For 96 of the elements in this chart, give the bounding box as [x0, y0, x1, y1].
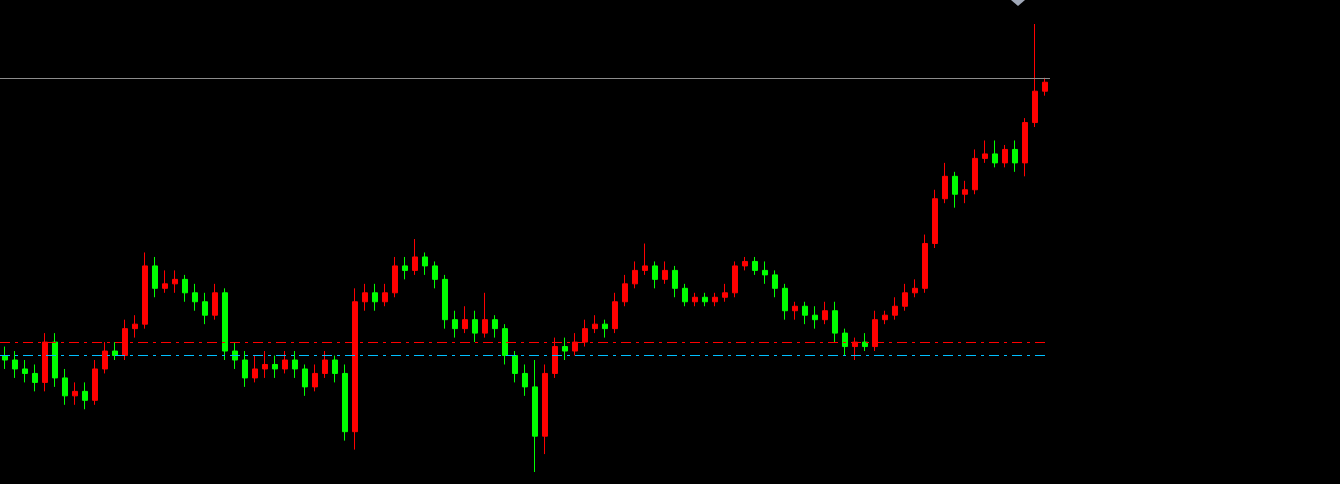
candlestick [182, 274, 188, 303]
candlestick [382, 283, 388, 307]
candlestick [672, 265, 678, 298]
candlestick [392, 256, 398, 298]
candlestick [802, 301, 808, 325]
candlestick [772, 269, 778, 298]
candlestick [322, 350, 328, 379]
candlestick [892, 296, 898, 321]
candlestick [692, 292, 698, 307]
candlestick [1012, 139, 1018, 173]
candlestick [472, 310, 478, 343]
candlestick [922, 234, 928, 294]
candlestick [882, 310, 888, 325]
candlestick [222, 287, 228, 361]
candlestick [112, 341, 118, 361]
candlestick [652, 260, 658, 289]
candlestick [622, 274, 628, 307]
candlestick [722, 283, 728, 303]
candlestick [812, 305, 818, 330]
candlestick [242, 350, 248, 388]
candlestick [612, 292, 618, 334]
candlestick [402, 256, 408, 280]
candlestick [752, 256, 758, 276]
candlestick [172, 269, 178, 294]
candlestick [792, 301, 798, 321]
candlestick [902, 283, 908, 312]
candlestick [72, 381, 78, 406]
candlestick [492, 314, 498, 339]
candlestick [422, 251, 428, 276]
candlestick [532, 359, 538, 473]
candlestick [462, 305, 468, 334]
candlestick [822, 301, 828, 325]
candlestick [942, 162, 948, 204]
candlestick [162, 269, 168, 294]
candlestick [522, 363, 528, 397]
candlestick [92, 359, 98, 406]
candlestick [602, 319, 608, 339]
candlestick [912, 278, 918, 298]
candlestick [252, 355, 258, 383]
candlestick [482, 292, 488, 339]
candlestick [562, 337, 568, 361]
candlestick [592, 314, 598, 334]
candlestick [952, 171, 958, 209]
candlestick [102, 341, 108, 374]
candlestick [832, 301, 838, 343]
candlestick [972, 148, 978, 195]
candlestick [342, 363, 348, 442]
candlestick [202, 292, 208, 325]
candlestick [642, 243, 648, 276]
candlestick [542, 363, 548, 455]
candlestick [292, 350, 298, 379]
candlestick [262, 350, 268, 379]
candlestick [432, 260, 438, 289]
candlestick [512, 350, 518, 383]
candlestick [962, 180, 968, 204]
candlestick [412, 238, 418, 276]
candlestick [452, 310, 458, 339]
candlestick [732, 260, 738, 298]
candlestick [22, 359, 28, 383]
candlestick [372, 283, 378, 312]
candlestick [212, 283, 218, 321]
candlestick [932, 189, 938, 249]
candlestick [842, 328, 848, 357]
candlestick [442, 274, 448, 330]
candlestick [52, 332, 58, 388]
candlestick [132, 314, 138, 339]
candlestick [272, 355, 278, 379]
candlestick [1022, 117, 1028, 177]
candlestick [992, 139, 998, 168]
candlestick [502, 323, 508, 365]
candlestick [82, 381, 88, 410]
candlestick [192, 283, 198, 312]
candlestick [742, 256, 748, 271]
candlestick [1002, 144, 1008, 168]
candlestick [142, 251, 148, 330]
candlestick [32, 363, 38, 392]
candlestick [302, 363, 308, 397]
candlestick [862, 332, 868, 352]
candlestick [702, 292, 708, 307]
candlestick [762, 260, 768, 285]
candlestick [662, 260, 668, 285]
candlestick [1032, 23, 1038, 128]
candlestick [232, 341, 238, 370]
candlestick [362, 283, 368, 312]
candlestick [12, 350, 18, 379]
candlestick [152, 256, 158, 298]
candlestick [632, 260, 638, 289]
candlestick [782, 283, 788, 321]
candlestick [282, 350, 288, 374]
candlestick [312, 363, 318, 392]
candlestick [332, 355, 338, 383]
candlestick [982, 139, 988, 164]
candlestick [712, 292, 718, 307]
candlestick [682, 283, 688, 307]
candlestick [1042, 77, 1048, 97]
candlestick [62, 368, 68, 406]
